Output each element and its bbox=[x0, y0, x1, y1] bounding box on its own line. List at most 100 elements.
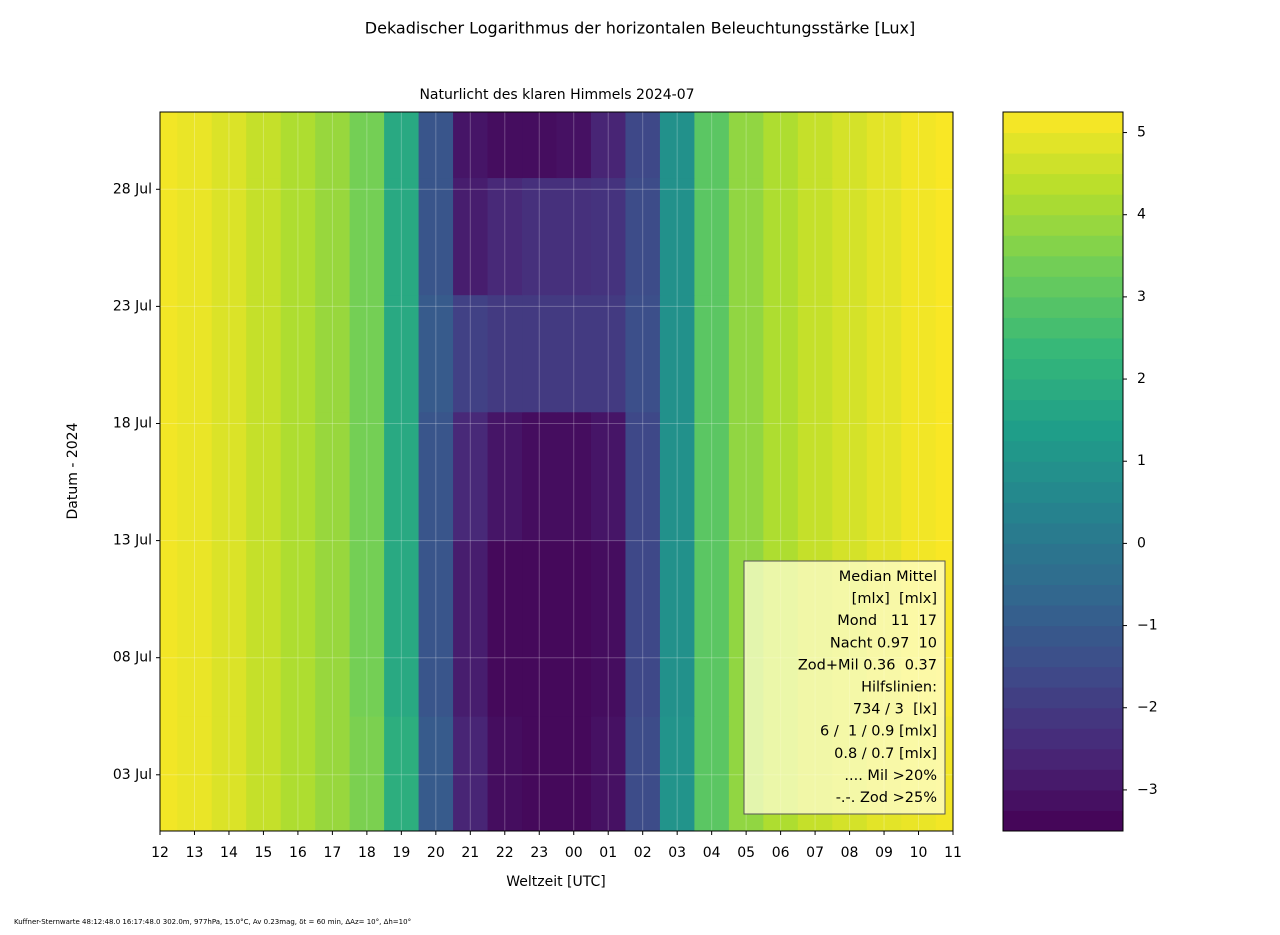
heat-cell bbox=[177, 177, 213, 296]
colorbar-tick-label: 1 bbox=[1137, 453, 1146, 469]
heat-cell bbox=[384, 716, 420, 831]
heat-cell bbox=[418, 411, 454, 542]
legend-line: [mlx] [mlx] bbox=[852, 591, 937, 607]
heat-cell bbox=[453, 411, 489, 542]
heat-cell bbox=[659, 716, 695, 831]
heat-cell bbox=[659, 540, 695, 717]
heat-cell bbox=[797, 411, 833, 542]
heat-cell bbox=[694, 411, 730, 542]
heat-cell bbox=[694, 716, 730, 831]
heat-cell bbox=[522, 112, 557, 179]
colorbar-band bbox=[1003, 584, 1123, 606]
heat-cell bbox=[177, 540, 213, 717]
heat-cell bbox=[160, 411, 178, 542]
heat-cell bbox=[349, 540, 385, 717]
colorbar-band bbox=[1003, 358, 1123, 380]
x-tick-label: 04 bbox=[703, 845, 721, 861]
heat-cell bbox=[246, 411, 282, 542]
heat-cell bbox=[315, 540, 351, 717]
heat-cell bbox=[487, 112, 523, 179]
y-tick-label: 28 Jul bbox=[113, 181, 152, 197]
heat-cell bbox=[694, 540, 730, 717]
x-tick-label: 06 bbox=[772, 845, 790, 861]
y-tick-label: 08 Jul bbox=[113, 650, 152, 666]
heat-cell bbox=[487, 294, 523, 413]
legend-line: Hilfslinien: bbox=[861, 680, 937, 696]
heat-cell bbox=[866, 177, 902, 296]
heat-cell bbox=[590, 177, 626, 296]
colorbar-tick-label: 5 bbox=[1137, 125, 1146, 141]
colorbar-band bbox=[1003, 337, 1123, 360]
x-tick-label: 01 bbox=[599, 845, 617, 861]
heat-cell bbox=[556, 540, 592, 717]
heat-cell bbox=[384, 177, 420, 296]
heat-cell bbox=[211, 294, 247, 413]
heat-cell bbox=[211, 716, 247, 831]
colorbar-band bbox=[1003, 153, 1123, 175]
heat-cell bbox=[315, 411, 351, 542]
heat-cell bbox=[625, 540, 661, 717]
heat-cell bbox=[659, 177, 695, 296]
heat-cell bbox=[177, 294, 213, 413]
colorbar-band bbox=[1003, 563, 1123, 585]
heat-cell bbox=[280, 112, 316, 179]
heat-cell bbox=[866, 411, 902, 542]
heat-cell bbox=[160, 294, 178, 413]
colorbar-band bbox=[1003, 194, 1123, 216]
legend: Median Mittel [mlx] [mlx] Mond 11 17 Nacht … bbox=[743, 560, 946, 815]
heat-cell bbox=[625, 112, 661, 179]
colorbar-band bbox=[1003, 481, 1123, 503]
heat-cell bbox=[556, 112, 592, 179]
legend-line: Zod+Mil 0.36 0.37 bbox=[798, 657, 937, 673]
colorbar-tick-label: −1 bbox=[1137, 618, 1158, 634]
heat-cell bbox=[728, 294, 764, 413]
colorbar-tick-label: 2 bbox=[1137, 371, 1146, 387]
x-tick-label: 12 bbox=[151, 845, 169, 861]
heat-cell bbox=[418, 177, 454, 296]
colorbar-tick-label: 4 bbox=[1137, 207, 1146, 223]
heat-cell bbox=[590, 716, 626, 831]
colorbar-band bbox=[1003, 748, 1123, 770]
heat-cell bbox=[659, 411, 695, 542]
chart-title: Dekadischer Logarithmus der horizontalen… bbox=[365, 19, 915, 38]
x-tick-label: 07 bbox=[806, 845, 824, 861]
heat-cell bbox=[211, 177, 247, 296]
x-tick-label: 18 bbox=[358, 845, 376, 861]
colorbar-band bbox=[1003, 173, 1123, 195]
heat-cell bbox=[625, 294, 661, 413]
colorbar-band bbox=[1003, 440, 1123, 462]
heat-cell bbox=[590, 294, 626, 413]
colorbar-band bbox=[1003, 707, 1123, 729]
heat-cell bbox=[280, 540, 316, 717]
colorbar-band bbox=[1003, 399, 1123, 421]
heat-cell bbox=[522, 716, 557, 831]
heat-cell bbox=[901, 177, 937, 296]
heat-cell bbox=[453, 294, 489, 413]
legend-line: 0.8 / 0.7 [mlx] bbox=[834, 746, 937, 762]
legend-line: Mond 11 17 bbox=[837, 613, 937, 629]
colorbar-band bbox=[1003, 789, 1123, 811]
heat-cell bbox=[453, 540, 489, 717]
colorbar-band bbox=[1003, 666, 1123, 688]
colorbar-band bbox=[1003, 420, 1123, 442]
heat-cell bbox=[935, 177, 953, 296]
heat-cell bbox=[901, 294, 937, 413]
heat-cell bbox=[694, 112, 730, 179]
heat-cell bbox=[487, 540, 523, 717]
colorbar-band bbox=[1003, 317, 1123, 339]
heat-cell bbox=[315, 294, 351, 413]
legend-line: 734 / 3 [lx] bbox=[853, 702, 937, 718]
heat-cell bbox=[659, 112, 695, 179]
legend-line: Median Mittel bbox=[839, 569, 937, 585]
heat-cell bbox=[211, 411, 247, 542]
heat-cell bbox=[246, 177, 282, 296]
heat-cell bbox=[832, 411, 868, 542]
heat-cell bbox=[160, 112, 178, 179]
heat-cell bbox=[935, 411, 953, 542]
heat-cell bbox=[246, 294, 282, 413]
x-tick-label: 10 bbox=[910, 845, 928, 861]
heat-cell bbox=[866, 112, 902, 179]
heat-cell bbox=[522, 411, 557, 542]
colorbar-band bbox=[1003, 728, 1123, 750]
legend-line: -.-. Zod >25% bbox=[836, 790, 937, 806]
